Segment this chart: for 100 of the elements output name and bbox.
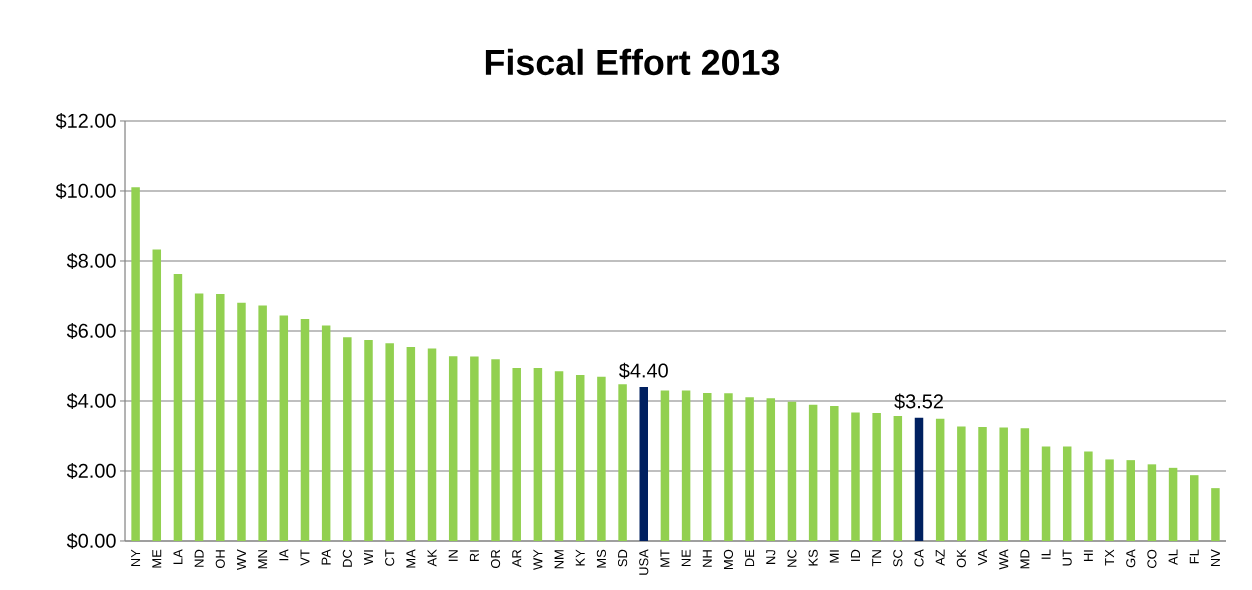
x-tick-label: MO	[723, 549, 734, 569]
bar	[258, 305, 267, 541]
x-tick-label: AL	[1168, 549, 1178, 565]
x-tick-label: CO	[1147, 549, 1157, 568]
bar	[321, 325, 331, 541]
x-tick-label: WA	[999, 549, 1009, 570]
x-tick-label: NH	[702, 550, 712, 567]
x-tick-label: IL	[1041, 549, 1051, 559]
bar	[1062, 446, 1072, 541]
bar	[893, 416, 903, 541]
x-tick-label: NC	[787, 549, 797, 567]
x-tick-label: PA	[321, 549, 331, 565]
bar	[978, 426, 987, 541]
x-tick-label: MA	[406, 549, 416, 568]
x-tick-label: MS	[596, 549, 606, 568]
bar	[152, 249, 162, 541]
bar	[1211, 488, 1220, 541]
x-tick-label: HI	[1083, 550, 1093, 562]
bar	[999, 427, 1008, 541]
bar	[681, 390, 691, 541]
bar	[745, 397, 754, 541]
chart-title: Fiscal Effort 2013	[485, 48, 780, 76]
x-tick-label: SC	[893, 549, 903, 567]
x-tick-label: VT	[300, 549, 310, 566]
x-tick-label: ND	[194, 549, 204, 567]
x-tick-label: AZ	[935, 549, 945, 566]
bar	[448, 356, 458, 541]
data-label: $3.52	[894, 393, 943, 410]
bar	[575, 375, 585, 541]
x-tick-label: NE	[681, 549, 691, 567]
bar	[1126, 460, 1135, 541]
bar	[1020, 428, 1030, 541]
bar	[872, 412, 881, 541]
x-tick-label: USA	[639, 549, 649, 575]
y-tick-label: $2.00	[66, 462, 116, 480]
x-tick-label: CA	[914, 549, 924, 567]
bar	[194, 293, 204, 541]
x-tick-label: AK	[427, 549, 437, 567]
bar	[830, 405, 839, 541]
x-tick-label: MT	[660, 549, 670, 567]
bar	[1168, 467, 1178, 541]
x-tick-label: WV	[237, 549, 246, 570]
x-tick-label: OK	[956, 549, 966, 568]
x-tick-label: MD	[1020, 549, 1030, 569]
bar	[491, 359, 500, 541]
bar	[703, 392, 712, 541]
bar	[787, 401, 797, 541]
x-tick-label: MI	[829, 550, 839, 563]
bar	[724, 393, 733, 541]
x-tick-label: WY	[533, 549, 543, 570]
bar	[1084, 451, 1093, 541]
y-tick-label: $10.00	[55, 182, 116, 200]
x-tick-label: NY	[131, 549, 141, 567]
x-tick-label: UT	[1062, 549, 1072, 566]
bar	[957, 426, 966, 541]
x-tick-label: MN	[258, 550, 268, 569]
bar	[1105, 459, 1114, 541]
x-tick-label: WI	[364, 550, 373, 565]
x-tick-label: LA	[173, 549, 183, 564]
x-tick-label: NM	[554, 550, 564, 569]
x-tick-label: OH	[215, 550, 225, 568]
bar	[406, 347, 416, 541]
y-tick-label: $8.00	[66, 252, 116, 270]
bar	[173, 273, 183, 541]
bar	[766, 398, 776, 541]
bar	[618, 384, 627, 541]
bar	[639, 386, 648, 541]
x-tick-label: CT	[385, 549, 395, 566]
bar	[427, 348, 437, 541]
bar	[660, 390, 670, 541]
bar	[1147, 464, 1157, 541]
x-tick-label: FL	[1189, 549, 1199, 564]
y-tick-label: $4.00	[66, 392, 116, 410]
bar	[385, 343, 394, 541]
bar	[300, 319, 310, 541]
bar	[512, 368, 521, 541]
data-label: $4.40	[619, 362, 668, 379]
bar	[470, 356, 479, 541]
bar	[343, 337, 352, 541]
x-tick-label: KS	[808, 549, 818, 566]
x-tick-label: SD	[617, 549, 628, 567]
bar	[237, 302, 246, 541]
bar	[364, 340, 373, 541]
x-tick-label: TN	[872, 550, 882, 567]
bar	[1190, 475, 1199, 541]
x-tick-label: NV	[1210, 549, 1220, 567]
bar	[131, 187, 140, 541]
bar	[808, 404, 818, 541]
x-tick-label: OR	[490, 549, 501, 568]
bar	[851, 412, 860, 541]
bar	[935, 418, 945, 541]
x-tick-label: ID	[851, 549, 860, 561]
y-tick-label: $0.00	[66, 532, 116, 550]
bar	[216, 293, 225, 541]
x-tick-label: DC	[342, 549, 352, 567]
x-tick-label: NJ	[766, 550, 776, 564]
bar	[914, 417, 924, 541]
bar	[279, 315, 289, 541]
x-tick-label: IA	[279, 549, 289, 561]
x-tick-label: VA	[978, 549, 987, 566]
